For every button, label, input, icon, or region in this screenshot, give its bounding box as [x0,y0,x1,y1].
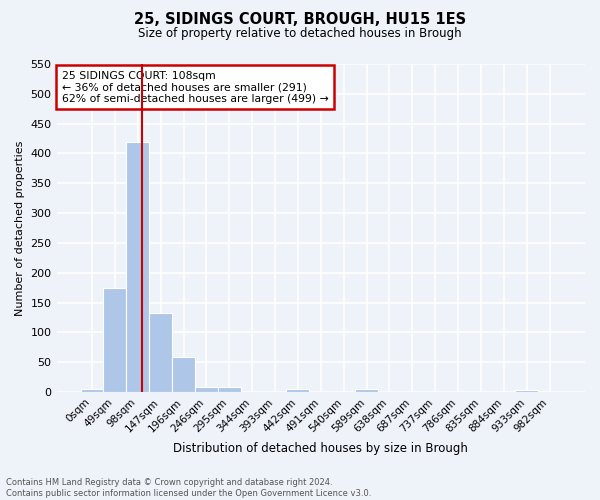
Bar [149,313,172,392]
Text: 25, SIDINGS COURT, BROUGH, HU15 1ES: 25, SIDINGS COURT, BROUGH, HU15 1ES [134,12,466,28]
Bar [355,389,378,392]
Bar [80,389,103,392]
Bar [127,142,149,392]
Bar [515,390,538,392]
Bar [286,389,310,392]
Bar [103,288,127,392]
Text: 25 SIDINGS COURT: 108sqm
← 36% of detached houses are smaller (291)
62% of semi-: 25 SIDINGS COURT: 108sqm ← 36% of detach… [62,70,329,104]
Y-axis label: Number of detached properties: Number of detached properties [15,140,25,316]
Bar [172,358,195,392]
Bar [195,387,218,392]
Text: Contains HM Land Registry data © Crown copyright and database right 2024.
Contai: Contains HM Land Registry data © Crown c… [6,478,371,498]
Bar [218,387,241,392]
X-axis label: Distribution of detached houses by size in Brough: Distribution of detached houses by size … [173,442,468,455]
Text: Size of property relative to detached houses in Brough: Size of property relative to detached ho… [138,28,462,40]
